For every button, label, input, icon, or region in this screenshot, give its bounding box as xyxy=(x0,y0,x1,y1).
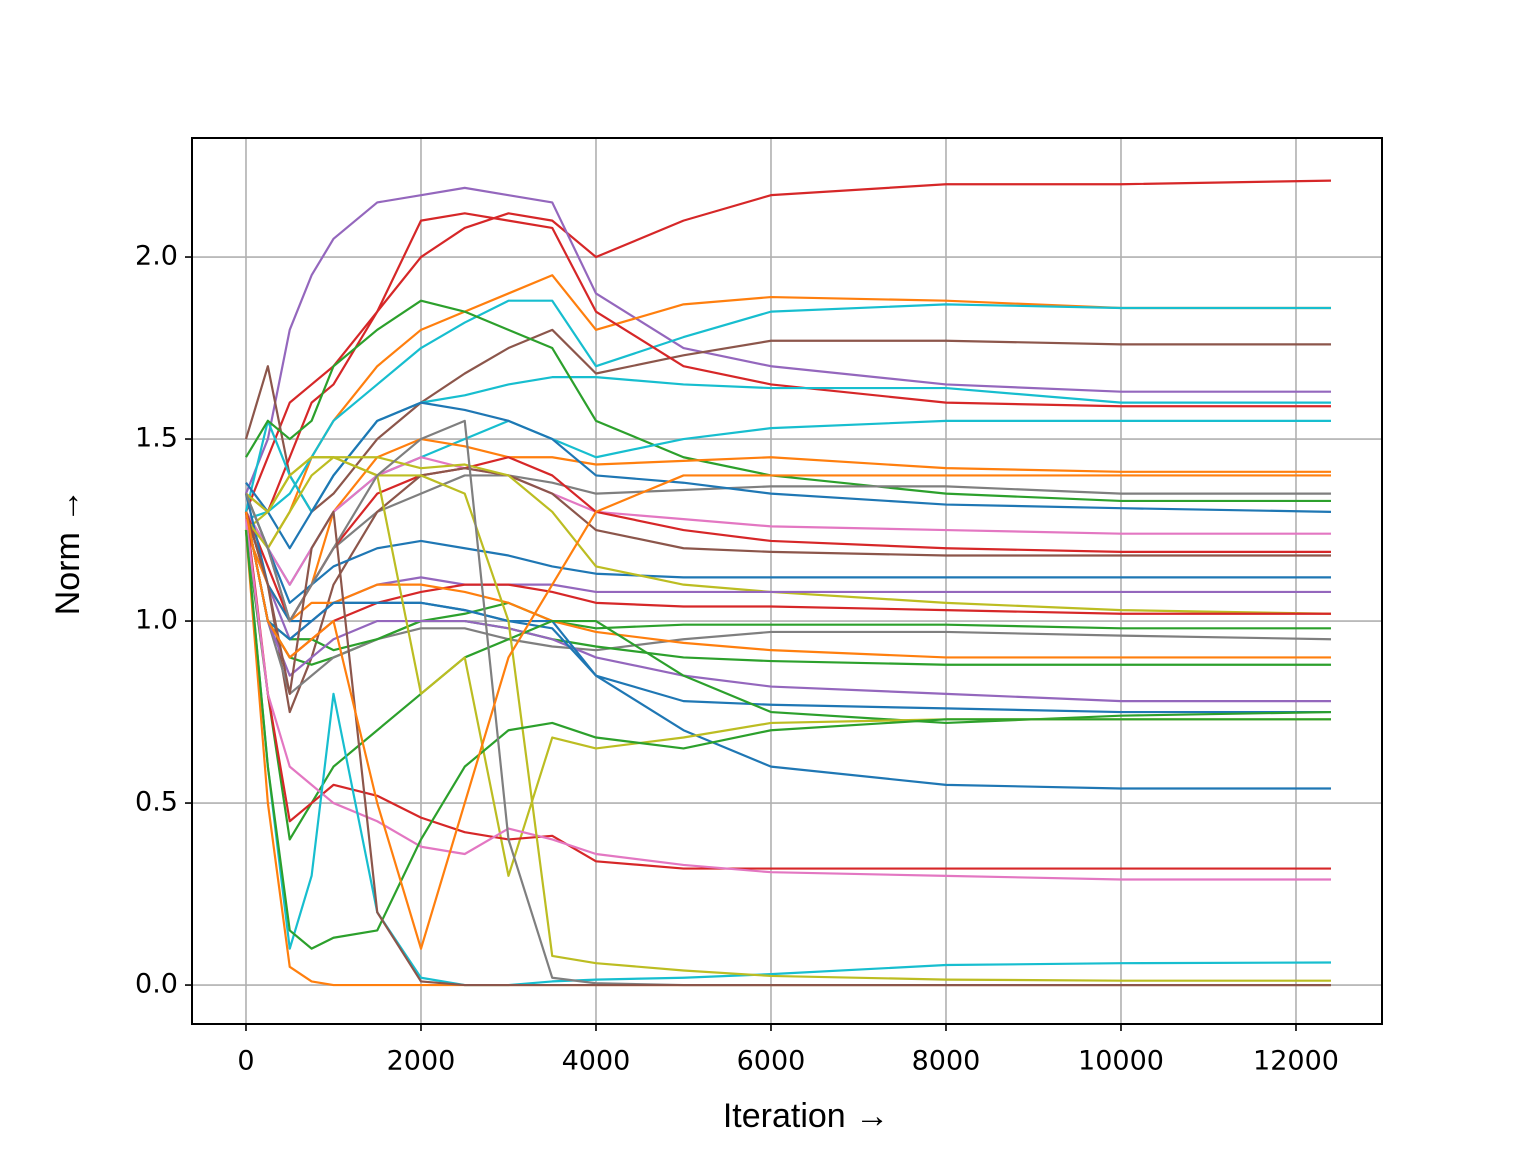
series-line xyxy=(244,529,1331,987)
series-line xyxy=(244,529,1331,659)
series-line xyxy=(244,186,1331,495)
y-tick-label: 1.5 xyxy=(135,423,178,454)
x-tick-label: 6000 xyxy=(737,1046,806,1077)
series-line xyxy=(245,456,1331,982)
x-tick-label: 8000 xyxy=(912,1046,981,1077)
series-line xyxy=(245,419,1331,586)
y-tick-label: 0.5 xyxy=(135,787,178,818)
series-line xyxy=(245,456,1331,877)
series-line xyxy=(244,511,1331,870)
y-tick-label: 0.0 xyxy=(135,969,178,1000)
series-line xyxy=(245,212,1331,513)
x-tick-label: 0 xyxy=(237,1046,254,1077)
series-line xyxy=(244,474,1331,623)
series-line xyxy=(245,401,1332,550)
series-line xyxy=(244,529,1331,987)
series-line xyxy=(244,493,1331,604)
series-line xyxy=(244,529,1331,950)
y-axis-label: Norm → xyxy=(49,489,87,616)
y-tick-label: 1.0 xyxy=(135,605,178,636)
x-tick-label: 4000 xyxy=(562,1046,631,1077)
series-line xyxy=(244,529,1332,841)
series-line xyxy=(244,511,1331,666)
series-line xyxy=(245,274,1331,550)
x-axis-label: Iteration → xyxy=(723,1097,889,1135)
series-line xyxy=(244,510,1331,987)
series-line xyxy=(244,518,1331,881)
series-line xyxy=(245,299,1331,521)
x-tick-label: 10000 xyxy=(1078,1046,1164,1077)
y-tick-label: 2.0 xyxy=(135,241,178,272)
x-tick-label: 2000 xyxy=(387,1046,456,1077)
plot-frame xyxy=(191,137,1383,1025)
series-line xyxy=(244,474,1331,950)
series-line xyxy=(245,299,1331,503)
series-line xyxy=(244,511,1331,790)
series-line xyxy=(244,467,1331,714)
series-line xyxy=(244,179,1332,513)
x-tick-label: 12000 xyxy=(1253,1046,1339,1077)
series-line xyxy=(244,456,1331,623)
